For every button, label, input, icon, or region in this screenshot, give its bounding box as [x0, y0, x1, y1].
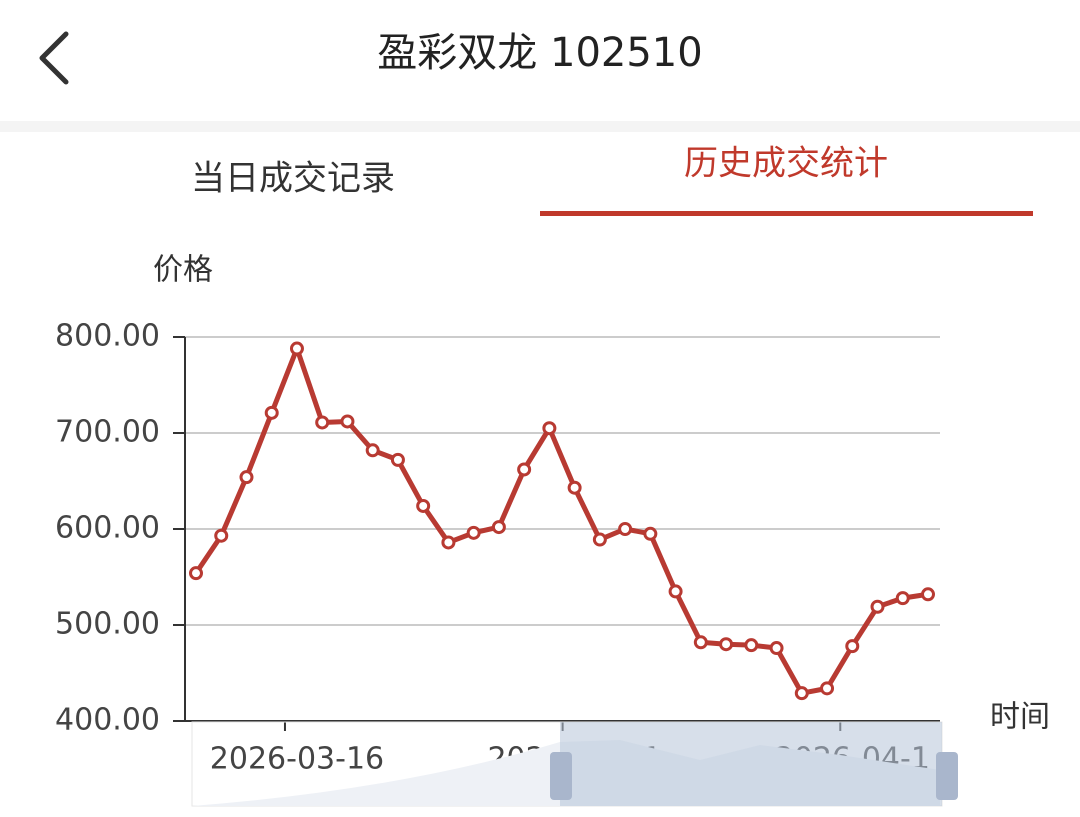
data-point [517, 462, 532, 477]
data-point [643, 526, 658, 541]
zoom-handle[interactable] [936, 752, 958, 800]
data-point [416, 498, 431, 513]
data-point [744, 638, 759, 653]
line [193, 346, 929, 696]
data-point [365, 443, 380, 458]
zoom-window[interactable] [560, 722, 942, 806]
data-point [542, 421, 557, 436]
data-point [264, 405, 279, 420]
data-point [618, 522, 633, 536]
y-tick-label: 500.00 [55, 607, 160, 642]
back-button[interactable] [39, 31, 69, 85]
data-point [719, 637, 734, 652]
data-point [693, 635, 708, 650]
tab[interactable]: 当日成交记录 [191, 159, 395, 199]
data-point [845, 639, 860, 654]
tab-underline [540, 211, 1033, 216]
data-point [870, 599, 885, 614]
y-tick-label: 400.00 [55, 703, 160, 738]
data-point [239, 470, 254, 485]
data-point [214, 528, 229, 543]
y-tick-label: 600.00 [55, 511, 160, 546]
data-point [668, 584, 683, 599]
data-zoom[interactable] [191, 721, 958, 807]
data-point [567, 480, 582, 495]
data-point [794, 686, 809, 701]
data-point [491, 520, 506, 535]
data-point [769, 641, 784, 656]
data-point [289, 341, 304, 356]
data-point [315, 415, 330, 430]
data-point [340, 414, 355, 429]
data-point [189, 566, 203, 581]
page-title: 盈彩双龙 102510 [377, 30, 702, 76]
data-point [390, 452, 405, 467]
data-point [921, 587, 935, 602]
separator [0, 121, 1080, 132]
y-axis-label: 价格 [153, 253, 213, 288]
zoom-handle[interactable] [550, 752, 572, 800]
x-axis-label: 时间 [990, 700, 1050, 735]
data-point [820, 681, 835, 696]
data-point [895, 591, 910, 606]
tab-active[interactable]: 历史成交统计 [684, 144, 888, 184]
y-tick-label: 800.00 [55, 319, 160, 354]
data-point [466, 525, 481, 540]
y-tick-label: 700.00 [55, 415, 160, 450]
data-point [592, 532, 607, 547]
data-point [441, 535, 456, 550]
x-tick-label: 2026-03-16 [210, 742, 384, 777]
